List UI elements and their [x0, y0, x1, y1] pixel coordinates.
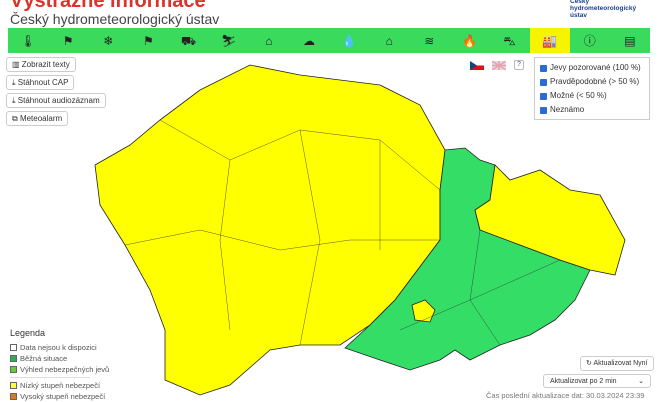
nav-wind-icon[interactable]: ⚑ — [62, 33, 74, 48]
legend-label: Data nejsou k dispozici — [20, 343, 97, 352]
legend-swatch — [10, 382, 17, 389]
refresh-icon: ↻ — [586, 360, 592, 367]
nav-rain-icon[interactable]: 💧 — [341, 33, 357, 48]
legend-label: Vysoký stupeň nebezpečí — [20, 392, 106, 401]
filter-label: Neznámo — [550, 105, 585, 114]
page-subtitle: Český hydrometeorologický ústav — [10, 11, 220, 27]
show-texts-label: Zobrazit texty — [21, 60, 70, 69]
nav-thunderstorm-icon[interactable]: ☁ — [302, 33, 315, 48]
nav-snow-icon[interactable]: ❄ — [103, 33, 114, 48]
legend-divider — [10, 377, 90, 378]
last-update-text: Čas poslední aktualizace dat: 30.03.2024… — [486, 391, 645, 400]
filter-label: Možné (< 50 %) — [550, 91, 607, 100]
legend-item: Nízký stupeň nebezpečí — [10, 380, 109, 391]
nav-smog-icon[interactable]: 🏭 — [529, 28, 570, 53]
legend-swatch — [10, 344, 17, 351]
checkbox-icon[interactable] — [540, 78, 547, 86]
download-cap-label: Stáhnout CAP — [17, 78, 69, 87]
refresh-now-button[interactable]: ↻ Aktualizovat Nyní — [580, 356, 654, 371]
legend-swatch — [10, 355, 17, 362]
legend-item: Vysoký stupeň nebezpečí — [10, 391, 109, 402]
legend-title: Legenda — [10, 328, 46, 338]
refresh-interval-value: Aktualizovat po 2 min — [550, 378, 617, 385]
language-switcher: ? — [470, 60, 524, 70]
nav-snowstorm-icon[interactable]: ⚑ — [143, 33, 154, 48]
czech-flag-icon[interactable] — [470, 60, 484, 70]
legend-label: Výhled nebezpečných jevů — [20, 365, 110, 374]
nav-fog-icon[interactable]: ⛍ — [503, 33, 516, 48]
download-cap-button[interactable]: ⤓ Stáhnout CAP — [6, 75, 75, 90]
district-borders — [124, 119, 561, 346]
refresh-interval-select[interactable]: Aktualizovat po 2 min ⌄ — [543, 374, 651, 388]
legend-swatch — [10, 393, 17, 400]
nav-document-icon[interactable]: ▤ — [624, 33, 636, 48]
legend-item: Běžná situace — [10, 353, 109, 364]
legend-label: Běžná situace — [20, 354, 68, 363]
meteoalarm-label: Meteoalarm — [19, 114, 63, 123]
nav-water-level-icon[interactable]: ≋ — [424, 33, 435, 48]
download-audio-label: Stáhnout audiozáznam — [17, 96, 100, 105]
filter-checkbox[interactable]: Neznámo — [540, 103, 644, 117]
action-buttons: ▥ Zobrazit texty ⤓ Stáhnout CAP ⤓ Stáhno… — [6, 57, 116, 129]
page-title: Výstražné informace — [10, 0, 206, 12]
meteoalarm-button[interactable]: ⧉ Meteoalarm — [6, 111, 69, 126]
checkbox-icon[interactable] — [540, 106, 547, 114]
show-texts-button[interactable]: ▥ Zobrazit texty — [6, 57, 76, 72]
help-button[interactable]: ? — [514, 60, 524, 70]
legend-item: Data nejsou k dispozici — [10, 342, 109, 353]
nav-flood-icon[interactable]: ⌂ — [385, 33, 393, 48]
legend: Legenda Data nejsou k dispozici Běžná sit… — [10, 328, 109, 402]
legend-item: Výhled nebezpečných jevů — [10, 364, 109, 375]
probability-filters: Jevy pozorované (100 %) Pravděpodobné (> … — [534, 57, 650, 120]
region-low-danger-northeast[interactable] — [474, 164, 626, 276]
checkbox-icon[interactable] — [540, 92, 547, 100]
nav-thermometer-icon[interactable]: 🌡 — [20, 33, 36, 48]
nav-frost-icon[interactable]: ⌂ — [265, 33, 273, 48]
download-audio-button[interactable]: ⤓ Stáhnout audiozáznam — [6, 93, 106, 108]
warning-type-nav: 🌡 ⚑ ❄ ⚑ ⛟ ⛷ ⌂ ☁ 💧 ⌂ ≋ 🔥 ⛍ 🏭 ⓘ ▤ — [8, 28, 650, 53]
filter-checkbox[interactable]: Pravděpodobné (> 50 %) — [540, 75, 644, 89]
legend-label: Nízký stupeň nebezpečí — [20, 381, 101, 390]
nav-slippery-icon[interactable]: ⛷ — [221, 33, 237, 48]
checkbox-icon[interactable] — [540, 64, 547, 72]
nav-fire-icon[interactable]: 🔥 — [461, 33, 477, 48]
filter-label: Jevy pozorované (100 %) — [550, 63, 641, 72]
nav-warning-icon[interactable]: ⓘ — [583, 33, 596, 48]
english-flag-icon[interactable] — [492, 60, 506, 70]
chmi-logo[interactable]: Český hydrometeorologický ústav — [570, 0, 637, 19]
filter-checkbox[interactable]: Jevy pozorované (100 %) — [540, 61, 644, 75]
filter-label: Pravděpodobné (> 50 %) — [550, 77, 640, 86]
filter-checkbox[interactable]: Možné (< 50 %) — [540, 89, 644, 103]
refresh-label: Aktualizovat Nyní — [593, 360, 648, 367]
chevron-down-icon: ⌄ — [638, 378, 644, 385]
nav-road-ice-icon[interactable]: ⛟ — [181, 33, 197, 48]
region-low-danger-west[interactable] — [94, 64, 446, 396]
legend-swatch — [10, 366, 17, 373]
